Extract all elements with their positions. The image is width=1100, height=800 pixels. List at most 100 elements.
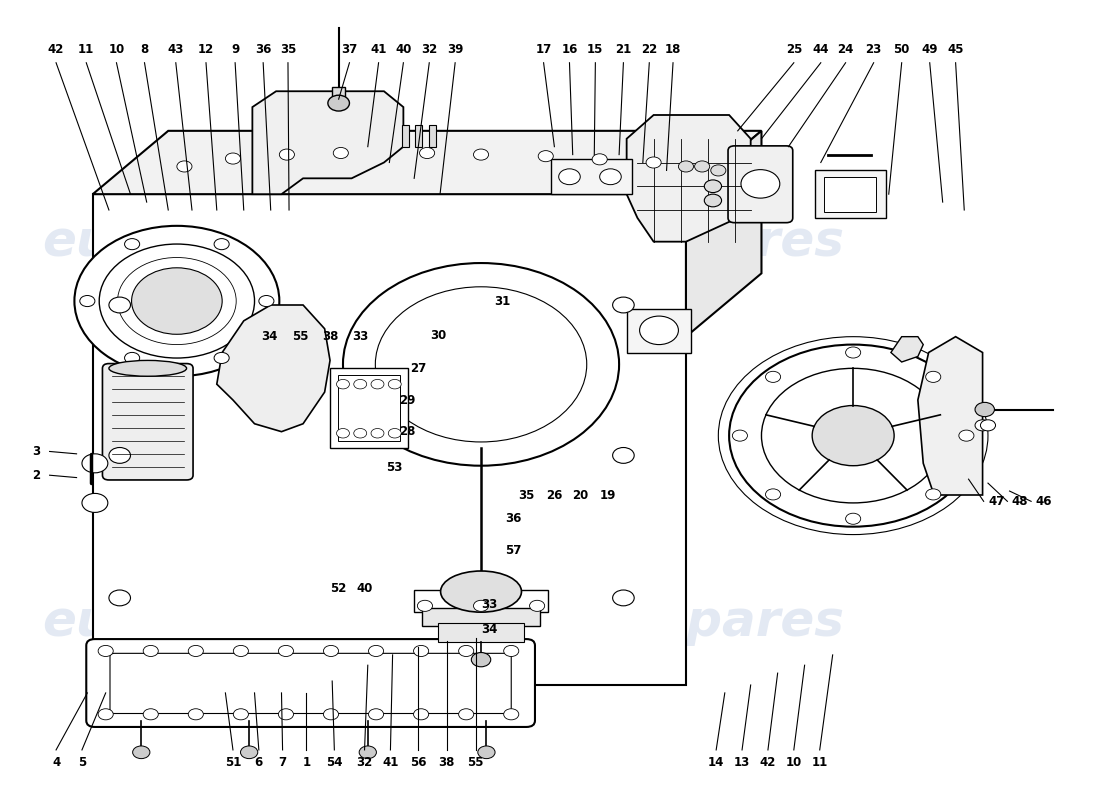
Text: 35: 35 xyxy=(518,489,535,502)
Circle shape xyxy=(926,371,940,382)
Circle shape xyxy=(704,180,722,193)
Bar xyxy=(627,309,692,353)
Circle shape xyxy=(538,150,553,162)
Circle shape xyxy=(729,345,977,526)
Circle shape xyxy=(98,646,113,657)
Circle shape xyxy=(766,489,781,500)
Text: 33: 33 xyxy=(482,598,498,610)
Circle shape xyxy=(417,600,432,611)
Circle shape xyxy=(143,646,158,657)
Circle shape xyxy=(459,646,474,657)
Circle shape xyxy=(124,238,140,250)
Circle shape xyxy=(613,297,635,313)
Text: 56: 56 xyxy=(410,756,427,770)
Text: 12: 12 xyxy=(198,43,214,57)
Text: 10: 10 xyxy=(108,43,124,57)
Circle shape xyxy=(354,379,366,389)
Circle shape xyxy=(975,402,994,417)
Text: 23: 23 xyxy=(866,43,882,57)
Text: 4: 4 xyxy=(52,756,60,770)
Circle shape xyxy=(733,430,747,441)
Text: 17: 17 xyxy=(536,43,552,57)
Text: eurospares: eurospares xyxy=(43,598,359,646)
Text: 40: 40 xyxy=(356,582,373,595)
Text: eurospares: eurospares xyxy=(528,598,844,646)
Text: 49: 49 xyxy=(922,43,938,57)
Circle shape xyxy=(278,709,294,720)
Circle shape xyxy=(694,161,710,172)
Text: 42: 42 xyxy=(760,756,777,770)
Circle shape xyxy=(279,149,295,160)
Polygon shape xyxy=(252,91,404,194)
Circle shape xyxy=(226,153,241,164)
Text: 11: 11 xyxy=(812,756,828,770)
Polygon shape xyxy=(92,131,761,194)
Text: 16: 16 xyxy=(561,43,578,57)
Bar xyxy=(438,623,525,642)
Text: 39: 39 xyxy=(447,43,463,57)
Text: 27: 27 xyxy=(410,362,427,375)
Circle shape xyxy=(812,406,894,466)
Circle shape xyxy=(980,420,996,431)
Text: 32: 32 xyxy=(356,756,373,770)
Text: eurospares: eurospares xyxy=(43,218,359,266)
Circle shape xyxy=(124,353,140,363)
Text: 5: 5 xyxy=(78,756,86,770)
Circle shape xyxy=(333,147,349,158)
Text: 48: 48 xyxy=(1012,495,1028,508)
Circle shape xyxy=(592,154,607,165)
Text: eurospares: eurospares xyxy=(528,218,844,266)
Text: 6: 6 xyxy=(255,756,263,770)
Text: 21: 21 xyxy=(615,43,631,57)
Text: 14: 14 xyxy=(708,756,725,770)
Text: 47: 47 xyxy=(988,495,1004,508)
Bar xyxy=(403,125,409,146)
Circle shape xyxy=(975,420,990,431)
Text: 15: 15 xyxy=(587,43,604,57)
Circle shape xyxy=(471,653,491,666)
Circle shape xyxy=(258,295,274,306)
Circle shape xyxy=(233,646,249,657)
Circle shape xyxy=(459,709,474,720)
Text: 31: 31 xyxy=(495,294,510,307)
FancyBboxPatch shape xyxy=(728,146,793,222)
Circle shape xyxy=(214,238,229,250)
Circle shape xyxy=(323,709,339,720)
Circle shape xyxy=(337,429,350,438)
Text: 33: 33 xyxy=(352,330,368,343)
Text: 26: 26 xyxy=(547,489,562,502)
Bar xyxy=(415,125,421,146)
Text: 30: 30 xyxy=(430,329,446,342)
Text: 45: 45 xyxy=(947,43,964,57)
FancyBboxPatch shape xyxy=(102,363,194,480)
Text: 52: 52 xyxy=(330,582,346,595)
Text: 18: 18 xyxy=(664,43,681,57)
Bar xyxy=(415,590,548,612)
Circle shape xyxy=(80,295,95,306)
Circle shape xyxy=(388,429,401,438)
Text: 55: 55 xyxy=(468,756,484,770)
Text: 42: 42 xyxy=(48,43,64,57)
Circle shape xyxy=(371,379,384,389)
Circle shape xyxy=(354,429,366,438)
Circle shape xyxy=(477,746,495,758)
Text: 3: 3 xyxy=(32,445,41,458)
Ellipse shape xyxy=(109,361,187,376)
Text: 41: 41 xyxy=(382,756,398,770)
Ellipse shape xyxy=(441,571,521,612)
Circle shape xyxy=(711,165,726,176)
Circle shape xyxy=(82,494,108,513)
Text: 44: 44 xyxy=(813,43,829,57)
Circle shape xyxy=(679,161,693,172)
Text: 57: 57 xyxy=(505,544,521,557)
Bar xyxy=(429,125,436,146)
Circle shape xyxy=(646,157,661,168)
Circle shape xyxy=(132,268,222,334)
Circle shape xyxy=(766,371,781,382)
Circle shape xyxy=(233,709,249,720)
Circle shape xyxy=(323,646,339,657)
Text: 37: 37 xyxy=(341,43,358,57)
Circle shape xyxy=(109,297,131,313)
Circle shape xyxy=(529,600,544,611)
Circle shape xyxy=(133,746,150,758)
